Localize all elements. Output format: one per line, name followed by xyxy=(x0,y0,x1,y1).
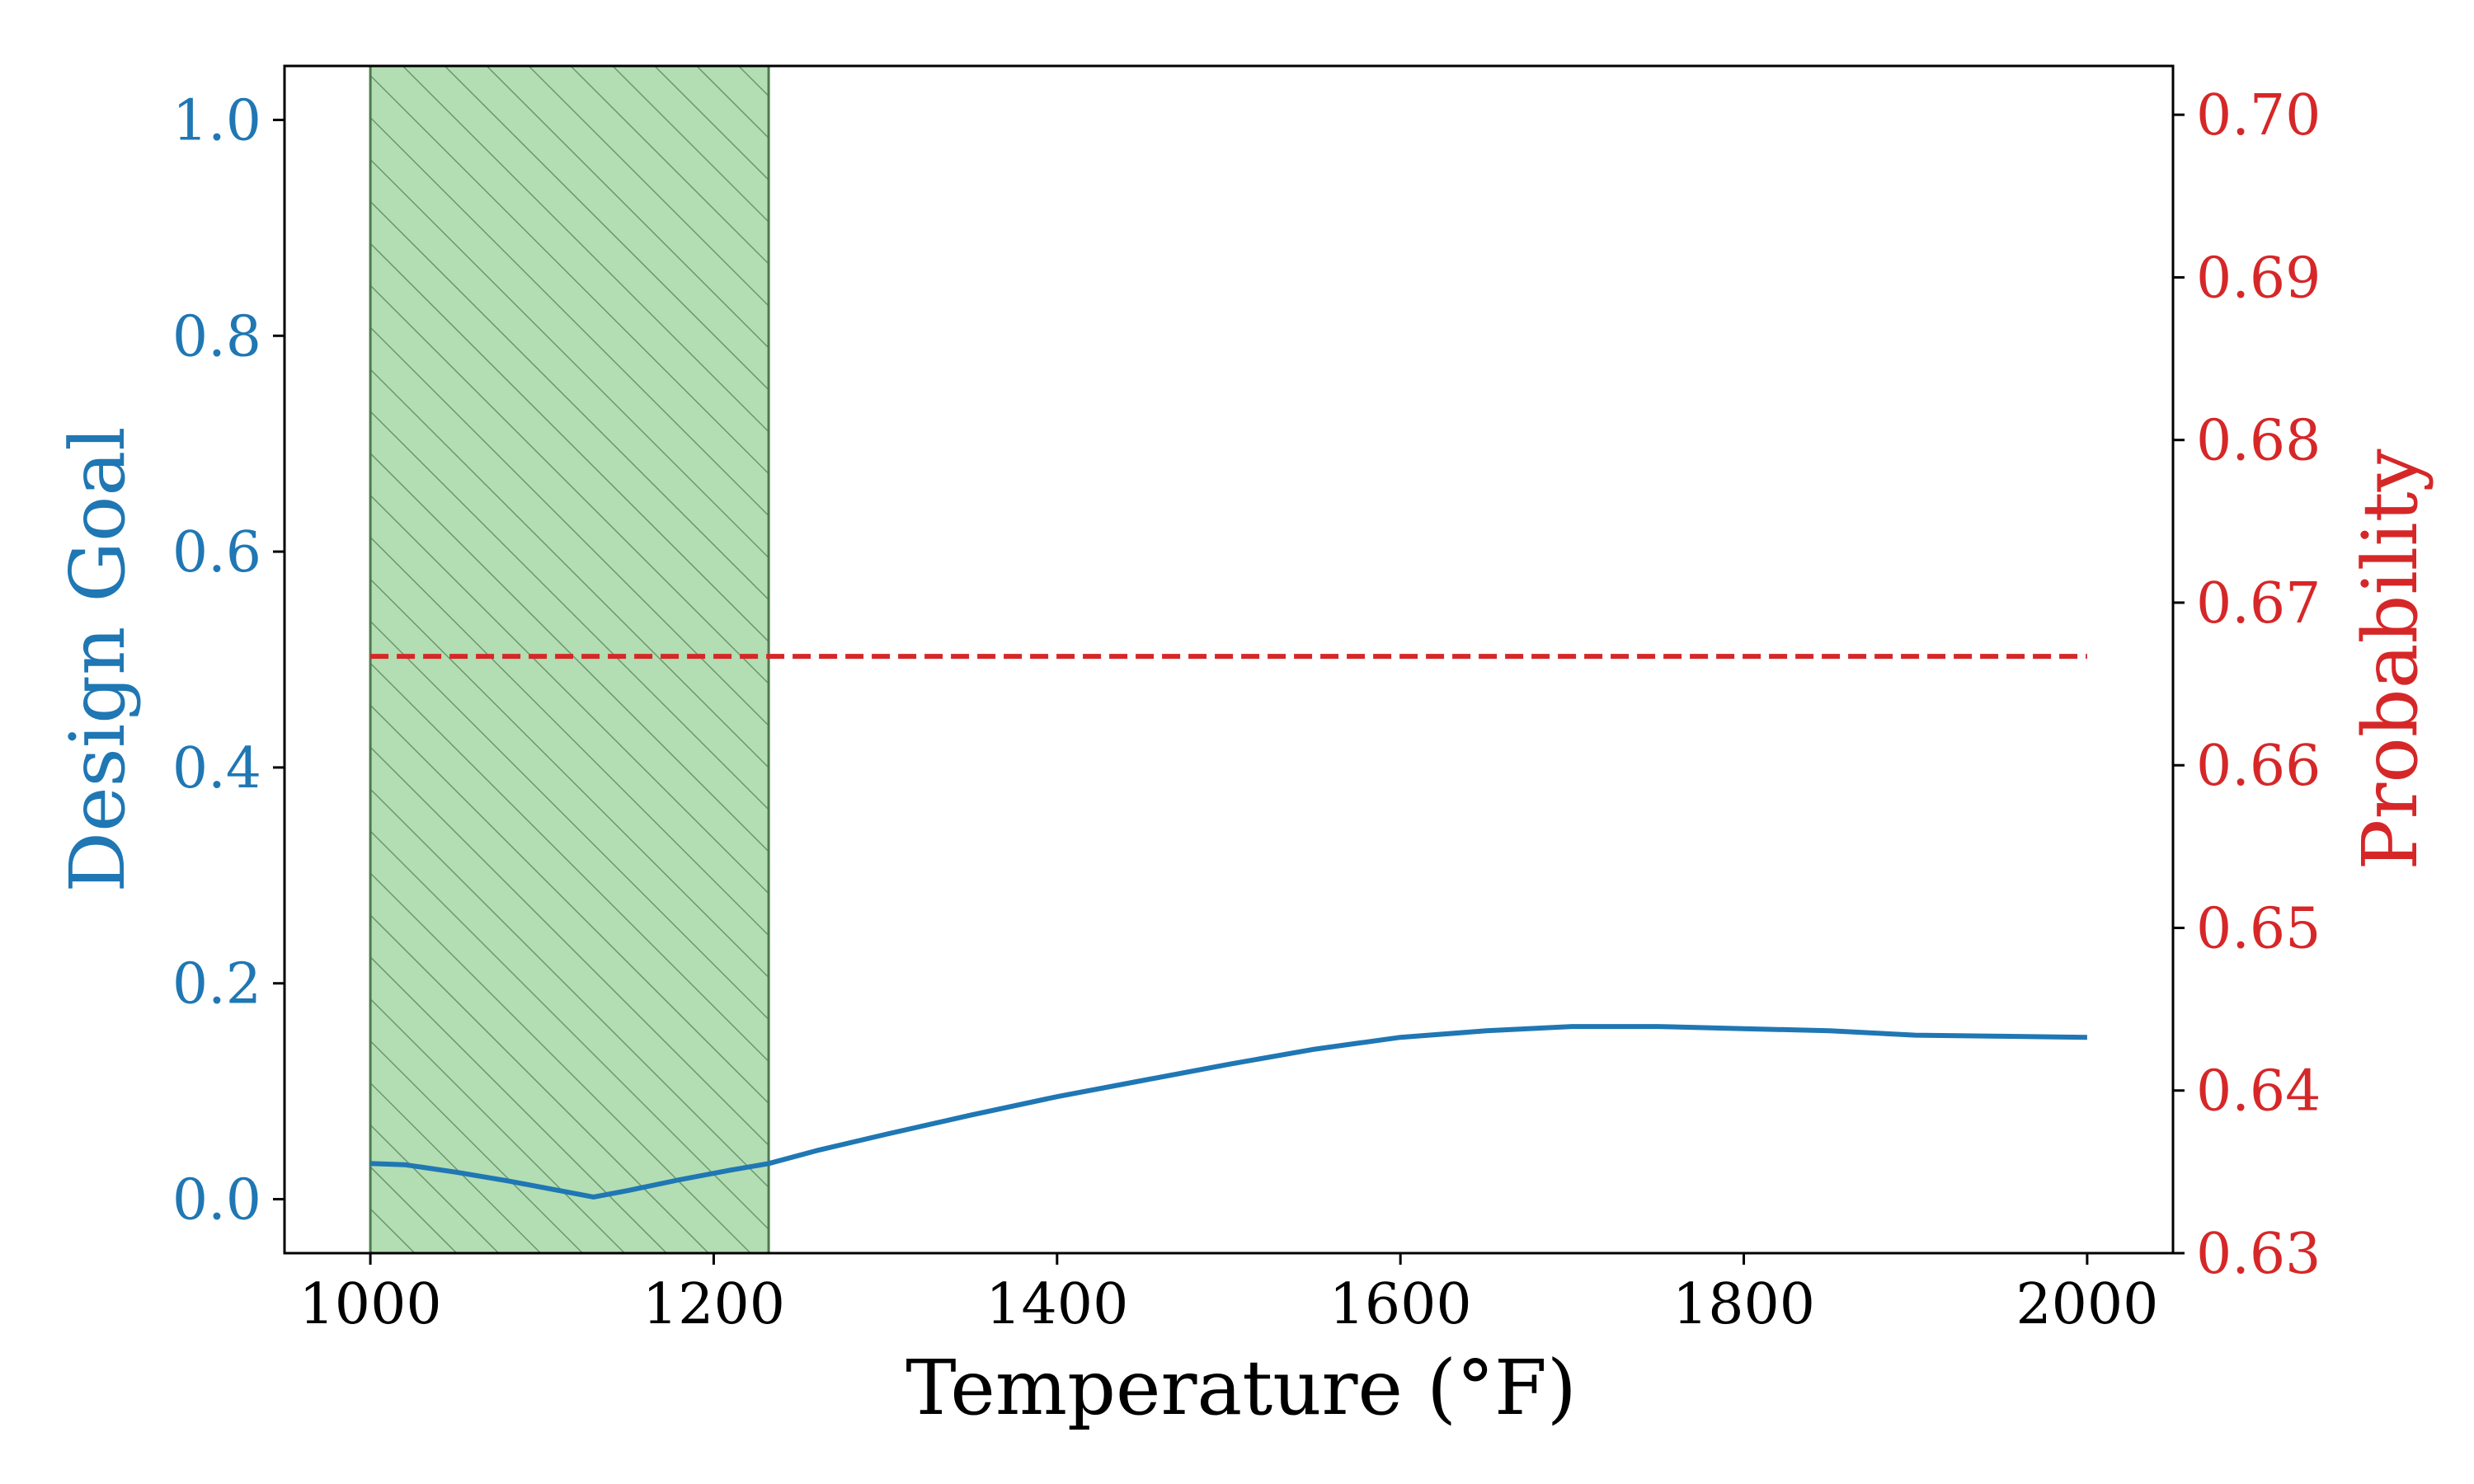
y-right-tick-label: 0.67 xyxy=(2196,571,2321,636)
y-left-tick-label: 0.8 xyxy=(172,304,261,369)
plot-frame xyxy=(283,64,2175,1255)
y-right-tick-label: 0.69 xyxy=(2196,246,2321,311)
y-left-tick-label: 1.0 xyxy=(172,88,261,153)
x-tick-label: 1400 xyxy=(985,1272,1128,1337)
y-left-tick-label: 0.0 xyxy=(172,1168,261,1233)
x-tick-label: 2000 xyxy=(2015,1272,2158,1337)
y-left-tick-label: 0.4 xyxy=(172,736,261,801)
shaded-region-hatch xyxy=(370,66,769,1253)
y-right-tick-label: 0.65 xyxy=(2196,896,2321,961)
y-left-axis-title: Design Goal xyxy=(54,426,142,892)
y-right-tick-label: 0.63 xyxy=(2196,1222,2321,1287)
y-right-tick-label: 0.66 xyxy=(2196,734,2321,799)
x-axis-title: Temperature (°F) xyxy=(905,1344,1577,1432)
x-tick-label: 1600 xyxy=(1329,1272,1472,1337)
y-right-tick-label: 0.64 xyxy=(2196,1059,2321,1125)
x-tick-label: 1000 xyxy=(299,1272,442,1337)
x-tick-label: 1800 xyxy=(1672,1272,1815,1337)
y-left-tick-label: 0.6 xyxy=(172,520,261,585)
y-right-tick-label: 0.70 xyxy=(2196,83,2321,148)
y-right-tick-label: 0.68 xyxy=(2196,409,2321,474)
y-left-tick-label: 0.2 xyxy=(172,952,261,1017)
y-right-axis-title: Probability xyxy=(2346,448,2434,870)
x-tick-label: 1200 xyxy=(642,1272,785,1337)
design-goal-line xyxy=(369,1024,2087,1200)
